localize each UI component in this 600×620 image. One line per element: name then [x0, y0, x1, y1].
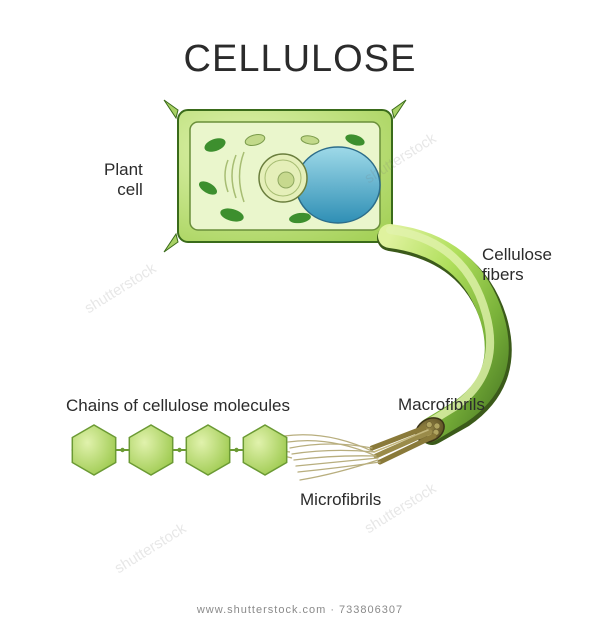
- watermark-footer: www.shutterstock.com · 733806307: [0, 604, 600, 616]
- label-macrofibrils: Macrofibrils: [398, 395, 485, 415]
- label-microfibrils: Microfibrils: [300, 490, 381, 510]
- label-plant-cell: Plant cell: [104, 160, 143, 201]
- label-cellulose-fibers: Cellulose fibers: [482, 245, 552, 286]
- macrofibrils-icon: [372, 428, 434, 462]
- cellulose-molecule-chain-icon: [72, 425, 288, 475]
- label-chains: Chains of cellulose molecules: [66, 396, 290, 416]
- microfibrils-icon: [284, 435, 380, 480]
- cellulose-fiber-icon: [262, 230, 499, 480]
